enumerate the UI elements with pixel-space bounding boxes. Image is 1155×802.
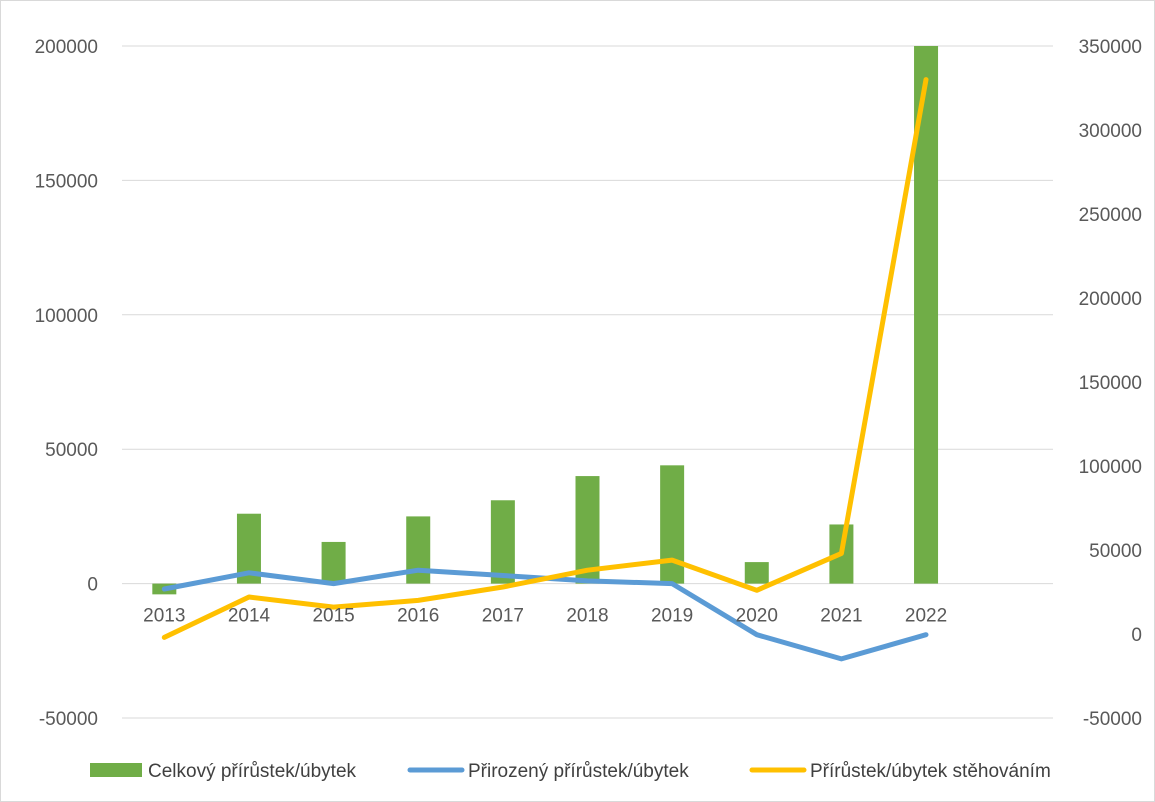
x-axis-tick-label: 2014 <box>228 606 271 627</box>
right-axis-tick-label: 100000 <box>1079 457 1142 478</box>
right-axis-tick-label: 350000 <box>1079 37 1142 58</box>
x-axis-tick-label: 2021 <box>820 606 862 627</box>
bar <box>744 562 769 584</box>
line-series <box>161 77 929 662</box>
series-line <box>161 77 929 640</box>
x-axis-tick-label: 2017 <box>482 606 524 627</box>
right-axis-tick-label: 150000 <box>1079 373 1142 394</box>
x-axis-tick-label: 2020 <box>736 606 778 627</box>
bar <box>236 513 261 584</box>
right-axis-tick-label: 50000 <box>1089 541 1142 562</box>
left-axis-tick-label: 100000 <box>35 306 98 327</box>
right-axis-tick-label: 300000 <box>1079 121 1142 142</box>
left-axis-tick-label: 200000 <box>35 37 98 58</box>
legend: Celkový přírůstek/úbytek Přirozený přírůs… <box>90 761 1051 782</box>
x-axis-tick-label: 2013 <box>143 606 185 627</box>
right-axis-tick-label: 200000 <box>1079 289 1142 310</box>
legend-label: Přirozený přírůstek/úbytek <box>468 761 689 782</box>
left-axis-tick-label: -50000 <box>39 709 98 730</box>
right-axis-tick-label: 0 <box>1131 625 1142 646</box>
x-axis-tick-label: 2018 <box>566 606 608 627</box>
x-axis-tick-label: 2016 <box>397 606 439 627</box>
bar <box>490 500 515 584</box>
legend-label: Přírůstek/úbytek stěhováním <box>810 761 1051 782</box>
right-axis-tick-label: 250000 <box>1079 205 1142 226</box>
left-axis-tick-label: 0 <box>87 575 98 596</box>
bar <box>575 476 600 584</box>
legend-swatch <box>90 763 142 777</box>
bar-series <box>152 46 939 595</box>
right-axis-tick-label: -50000 <box>1083 709 1142 730</box>
x-axis-tick-label: 2022 <box>905 606 947 627</box>
left-axis-tick-label: 50000 <box>45 440 98 461</box>
x-axis-tick-label: 2015 <box>312 606 354 627</box>
bar <box>660 465 685 584</box>
x-axis-tick-label: 2019 <box>651 606 693 627</box>
legend-label: Celkový přírůstek/úbytek <box>148 761 357 782</box>
left-axis-tick-label: 150000 <box>35 171 98 192</box>
axis-labels: 200000 150000 100000 50000 0 -50000 350000 3000… <box>35 37 1142 730</box>
bar <box>321 541 346 584</box>
